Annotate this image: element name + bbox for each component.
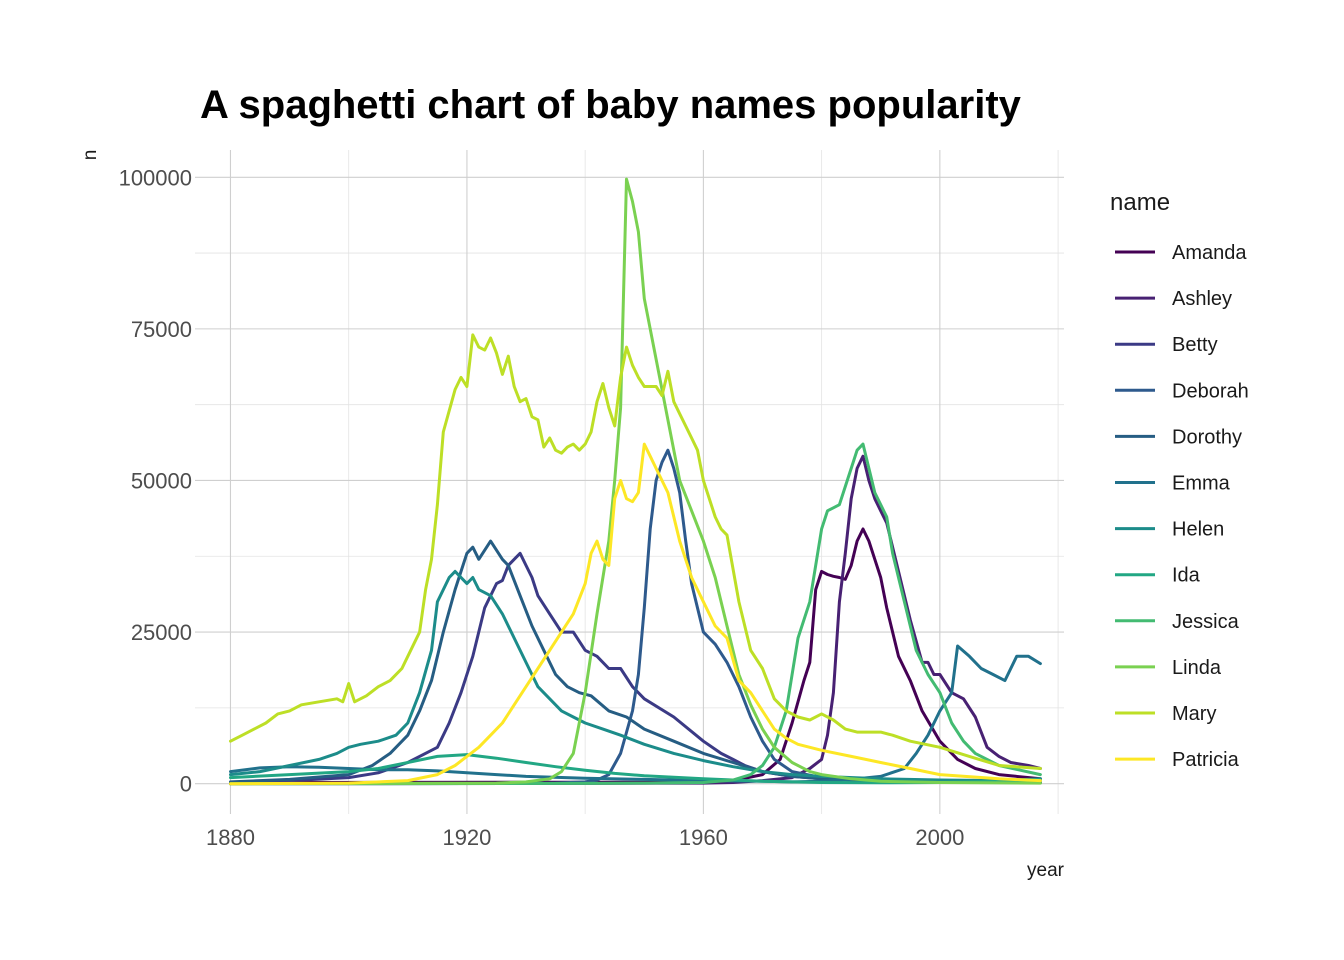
legend-label: Dorothy (1172, 426, 1242, 448)
series-line-emma (229, 644, 1042, 784)
grid-lines (195, 150, 1064, 814)
legend-label: Patricia (1172, 749, 1240, 771)
series-line-deborah (229, 448, 1042, 786)
series-line-dorothy (229, 539, 1042, 784)
y-axis-ticks: 0 25000 50000 75000 100000 (119, 165, 192, 796)
legend: name Amanda Ashley Betty Deborah Dorothy Emma… (1110, 189, 1249, 771)
x-tick-label: 2000 (915, 825, 964, 850)
legend-label: Emma (1172, 473, 1231, 495)
x-tick-label: 1880 (206, 825, 255, 850)
y-tick-label: 50000 (131, 468, 192, 493)
series-line-patricia (229, 442, 1042, 786)
series-line-ashley (229, 454, 1042, 786)
legend-label: Ida (1172, 565, 1201, 587)
legend-label: Amanda (1172, 242, 1247, 264)
legend-label: Mary (1172, 703, 1216, 725)
legend-title: name (1110, 189, 1170, 216)
series-line-jessica (229, 442, 1042, 786)
x-axis-ticks: 1880 1920 1960 2000 (206, 825, 964, 850)
series-line-amanda (229, 527, 1042, 784)
legend-label: Betty (1172, 334, 1218, 356)
legend-label: Ashley (1172, 288, 1232, 310)
legend-label: Deborah (1172, 380, 1249, 402)
x-axis-label: year (1027, 860, 1065, 881)
series-lines (229, 177, 1042, 786)
legend-label: Helen (1172, 519, 1224, 541)
series-line-ida (229, 753, 1042, 785)
y-tick-label: 0 (180, 772, 192, 797)
series-line-helen (229, 569, 1042, 783)
legend-label: Jessica (1172, 611, 1240, 633)
series-line-mary (229, 333, 1042, 770)
series-line-linda (229, 177, 1042, 786)
y-tick-label: 75000 (131, 317, 192, 342)
legend-label: Linda (1172, 657, 1222, 679)
y-axis-label: n (80, 150, 101, 161)
y-tick-label: 25000 (131, 620, 192, 645)
chart-title: A spaghetti chart of baby names populari… (200, 83, 1022, 127)
x-tick-label: 1960 (679, 825, 728, 850)
y-tick-label: 100000 (119, 165, 192, 190)
x-tick-label: 1920 (442, 825, 491, 850)
